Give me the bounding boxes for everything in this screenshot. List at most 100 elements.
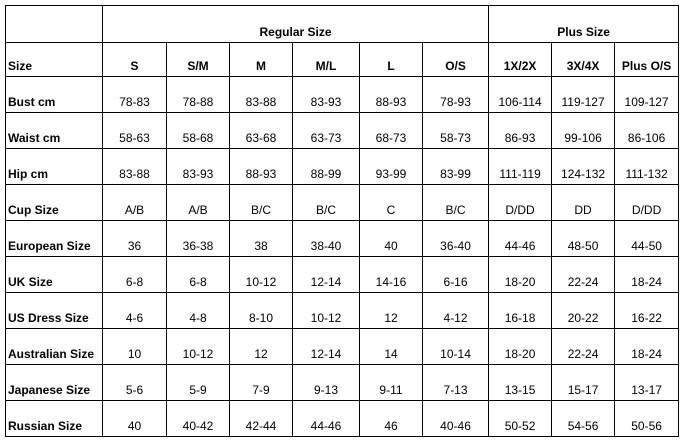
table-cell: 86-93 bbox=[488, 112, 553, 149]
table-cell: 111-119 bbox=[488, 148, 553, 185]
row-label: European Size bbox=[5, 220, 103, 257]
row-label: Russian Size bbox=[5, 400, 103, 437]
table-cell: 93-99 bbox=[359, 148, 423, 185]
table-cell: A/B bbox=[102, 184, 167, 221]
table-cell: 40 bbox=[359, 220, 423, 257]
table-cell: 4-6 bbox=[102, 292, 167, 329]
regular-size-group-header: Regular Size bbox=[101, 5, 490, 43]
table-cell: 36-40 bbox=[421, 220, 490, 257]
table-cell: 63-73 bbox=[292, 112, 360, 149]
size-chart-table: Regular Size Plus Size Size S S/M M M/L L O/S 1… bbox=[5, 5, 680, 437]
table-cell: A/B bbox=[166, 184, 230, 221]
row-label: Australian Size bbox=[5, 328, 103, 365]
table-cell: 5-9 bbox=[166, 364, 230, 401]
table-cell: 68-73 bbox=[359, 112, 423, 149]
table-cell: 86-106 bbox=[614, 112, 680, 149]
table-cell: 18-24 bbox=[614, 328, 680, 365]
table-cell: 12 bbox=[359, 292, 423, 329]
table-cell: D/DD bbox=[614, 184, 680, 221]
table-cell: 16-18 bbox=[488, 292, 553, 329]
table-cell: D/DD bbox=[488, 184, 553, 221]
table-cell: 40-42 bbox=[166, 400, 230, 437]
table-cell: 44-46 bbox=[292, 400, 360, 437]
table-cell: 18-24 bbox=[614, 256, 680, 293]
table-cell: 83-93 bbox=[166, 148, 230, 185]
table-cell: 83-93 bbox=[292, 76, 360, 113]
table-cell: 78-88 bbox=[166, 76, 230, 113]
table-cell: 6-8 bbox=[166, 256, 230, 293]
table-cell: 78-83 bbox=[102, 76, 167, 113]
table-row: Japanese Size 5-6 5-9 7-9 9-13 9-11 7-13 13-15 1… bbox=[5, 364, 680, 401]
table-row: European Size 36 36-38 38 38-40 40 36-40 44-46 4… bbox=[5, 220, 680, 257]
table-cell: 18-20 bbox=[488, 256, 553, 293]
row-label: Cup Size bbox=[5, 184, 103, 221]
table-cell: 13-17 bbox=[614, 364, 680, 401]
table-cell: 14 bbox=[359, 328, 423, 365]
table-cell: 4-8 bbox=[166, 292, 230, 329]
table-cell: 83-88 bbox=[102, 148, 167, 185]
table-cell: 119-127 bbox=[551, 76, 616, 113]
group-header-row: Regular Size Plus Size bbox=[5, 5, 680, 43]
table-cell: B/C bbox=[292, 184, 360, 221]
table-cell: 15-17 bbox=[551, 364, 616, 401]
table-cell: 40-46 bbox=[421, 400, 490, 437]
table-cell: 12-14 bbox=[292, 328, 360, 365]
table-cell: 7-13 bbox=[421, 364, 490, 401]
column-header: S/M bbox=[166, 42, 230, 77]
table-cell: 44-46 bbox=[488, 220, 553, 257]
table-cell: 9-11 bbox=[359, 364, 423, 401]
table-cell: 88-93 bbox=[229, 148, 293, 185]
table-cell: 22-24 bbox=[551, 256, 616, 293]
empty-corner-cell bbox=[5, 5, 103, 43]
table-row: UK Size 6-8 6-8 10-12 12-14 14-16 6-16 18-20 22-… bbox=[5, 256, 680, 293]
table-row: Australian Size 10 10-12 12 12-14 14 10-14 18-2… bbox=[5, 328, 680, 365]
table-cell: 54-56 bbox=[551, 400, 616, 437]
table-cell: 42-44 bbox=[229, 400, 293, 437]
table-cell: 10 bbox=[102, 328, 167, 365]
table-cell: 6-8 bbox=[102, 256, 167, 293]
table-row: Hip cm 83-88 83-93 88-93 88-99 93-99 83-99 111-… bbox=[5, 148, 680, 185]
table-cell: 40 bbox=[102, 400, 167, 437]
table-cell: 48-50 bbox=[551, 220, 616, 257]
row-label: UK Size bbox=[5, 256, 103, 293]
table-cell: 83-99 bbox=[421, 148, 490, 185]
table-cell: 78-93 bbox=[421, 76, 490, 113]
table-cell: 63-68 bbox=[229, 112, 293, 149]
column-header: 3X/4X bbox=[551, 42, 616, 77]
table-cell: DD bbox=[551, 184, 616, 221]
table-cell: 58-63 bbox=[102, 112, 167, 149]
table-cell: 16-22 bbox=[614, 292, 680, 329]
column-header: M bbox=[229, 42, 293, 77]
table-cell: 124-132 bbox=[551, 148, 616, 185]
table-cell: 12 bbox=[229, 328, 293, 365]
table-cell: 83-88 bbox=[229, 76, 293, 113]
row-label: Hip cm bbox=[5, 148, 103, 185]
column-header-row: Size S S/M M M/L L O/S 1X/2X 3X/4X Plus O/S bbox=[5, 42, 680, 77]
table-cell: 44-50 bbox=[614, 220, 680, 257]
table-cell: 5-6 bbox=[102, 364, 167, 401]
table-cell: 106-114 bbox=[488, 76, 553, 113]
table-cell: 9-13 bbox=[292, 364, 360, 401]
table-cell: 109-127 bbox=[614, 76, 680, 113]
table-cell: 58-68 bbox=[166, 112, 230, 149]
column-header: S bbox=[102, 42, 167, 77]
table-cell: C bbox=[359, 184, 423, 221]
column-header: 1X/2X bbox=[488, 42, 553, 77]
table-cell: 22-24 bbox=[551, 328, 616, 365]
table-row: Cup Size A/B A/B B/C B/C C B/C D/DD DD D/DD bbox=[5, 184, 680, 221]
table-cell: 50-52 bbox=[488, 400, 553, 437]
table-cell: 7-9 bbox=[229, 364, 293, 401]
row-label: US Dress Size bbox=[5, 292, 103, 329]
column-header: Plus O/S bbox=[614, 42, 680, 77]
table-cell: 8-10 bbox=[229, 292, 293, 329]
table-cell: 111-132 bbox=[614, 148, 680, 185]
row-label: Waist cm bbox=[5, 112, 103, 149]
table-cell: 18-20 bbox=[488, 328, 553, 365]
column-header: L bbox=[359, 42, 423, 77]
table-cell: 14-16 bbox=[359, 256, 423, 293]
plus-size-group-header: Plus Size bbox=[488, 5, 680, 43]
table-cell: 36 bbox=[102, 220, 167, 257]
table-cell: 20-22 bbox=[551, 292, 616, 329]
table-cell: 88-99 bbox=[292, 148, 360, 185]
table-cell: 36-38 bbox=[166, 220, 230, 257]
